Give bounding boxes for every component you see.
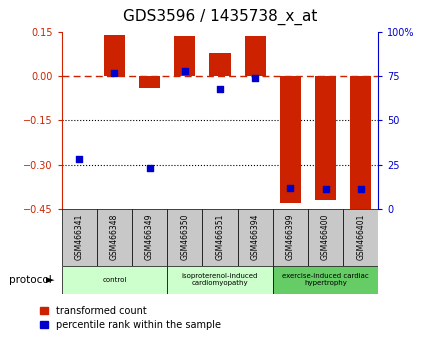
Point	[146, 165, 153, 171]
Bar	[132, 209, 167, 266]
Legend: transformed count, percentile rank within the sample: transformed count, percentile rank withi…	[40, 306, 220, 330]
Bar	[167, 209, 202, 266]
Bar	[62, 209, 97, 266]
Point	[216, 86, 224, 91]
Text: GSM466350: GSM466350	[180, 214, 189, 261]
Bar	[139, 76, 160, 88]
Bar	[238, 209, 273, 266]
Bar	[308, 209, 343, 266]
Bar	[104, 35, 125, 76]
Bar	[350, 76, 371, 212]
Bar	[62, 266, 167, 294]
Bar	[273, 266, 378, 294]
Bar	[245, 36, 266, 76]
Text: GSM466341: GSM466341	[75, 214, 84, 261]
Text: GSM466394: GSM466394	[251, 214, 260, 261]
Text: exercise-induced cardiac
hypertrophy: exercise-induced cardiac hypertrophy	[282, 273, 369, 286]
Point	[322, 187, 329, 192]
Bar	[343, 209, 378, 266]
Bar	[167, 266, 273, 294]
Text: protocol: protocol	[9, 275, 51, 285]
Bar	[174, 36, 195, 76]
Point	[287, 185, 294, 190]
Text: ►: ►	[46, 275, 55, 285]
Bar	[273, 209, 308, 266]
Bar	[97, 209, 132, 266]
Text: GSM466400: GSM466400	[321, 214, 330, 261]
Bar	[202, 209, 238, 266]
Text: GSM466349: GSM466349	[145, 214, 154, 261]
Text: GSM466351: GSM466351	[216, 214, 224, 261]
Bar	[315, 76, 336, 200]
Point	[252, 75, 259, 81]
Text: GSM466348: GSM466348	[110, 214, 119, 261]
Point	[76, 156, 83, 162]
Text: control: control	[102, 277, 127, 282]
Bar	[280, 76, 301, 203]
Bar	[209, 52, 231, 76]
Text: isoproterenol-induced
cardiomyopathy: isoproterenol-induced cardiomyopathy	[182, 273, 258, 286]
Point	[111, 70, 118, 75]
Point	[181, 68, 188, 74]
Point	[357, 187, 364, 192]
Text: GSM466399: GSM466399	[286, 214, 295, 261]
Text: GSM466401: GSM466401	[356, 214, 365, 261]
Text: GDS3596 / 1435738_x_at: GDS3596 / 1435738_x_at	[123, 9, 317, 25]
